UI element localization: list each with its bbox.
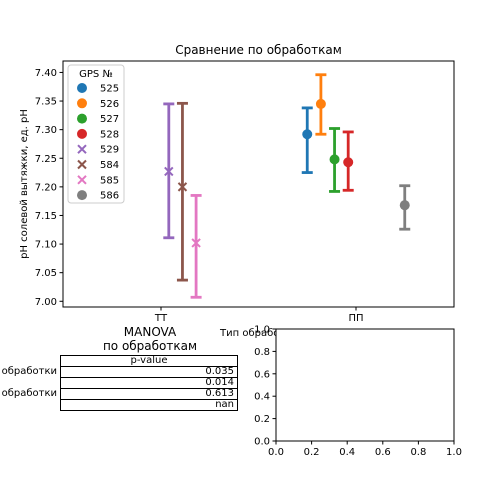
legend-entry: 526 (77, 98, 119, 110)
x-tick-label: ТТ (154, 313, 168, 324)
y-tick-label: 7.40 (35, 68, 57, 79)
mean-point (399, 200, 410, 211)
table-row: 0.014 (0, 377, 238, 389)
x-axis-label: Тип обработки (219, 328, 298, 339)
y-tick-label: 7.05 (35, 268, 57, 279)
table-row: обработки 0.035 (0, 366, 238, 378)
table-cell-value: nan (60, 399, 238, 411)
empty-y-tick-label: 1.0 (254, 325, 270, 336)
y-axis-ticks: 7.00 7.05 7.10 7.15 7.20 7.25 7.30 7.35 7.40 (35, 68, 63, 308)
table-corner-cell (0, 356, 61, 367)
errorbar-series-527 (329, 127, 341, 193)
y-tick-label: 7.35 (35, 97, 57, 108)
series-group (163, 73, 411, 299)
empty-y-tick-label: 0.8 (254, 347, 270, 358)
table-row-label: обработки (1, 388, 57, 399)
empty-y-tick-label: 0.0 (254, 437, 270, 448)
legend-label: 526 (100, 99, 119, 110)
mean-point (177, 182, 188, 192)
errorbar-series-526 (315, 73, 327, 136)
empty-y-tick-label: 0.6 (254, 369, 270, 380)
empty-x-tick-label: 1.0 (446, 447, 462, 458)
table-row: обработки 0.613 (0, 388, 238, 400)
empty-x-tick-label: 0.0 (268, 447, 284, 458)
legend-entry: 525 (77, 83, 119, 95)
y-tick-label: 7.20 (35, 182, 57, 193)
legend-title: GPS № (79, 69, 113, 80)
table-cell-value: 0.035 (60, 366, 238, 378)
errorbar-series-529 (163, 102, 175, 240)
mean-point (343, 157, 354, 168)
legend-entries: 525 526 527 528 529 584 585 586 (77, 83, 119, 202)
legend-marker (77, 98, 87, 109)
table-cell-value: 0.613 (60, 388, 238, 400)
empty-x-tick-label: 0.8 (410, 447, 426, 458)
y-tick-label: 7.10 (35, 240, 57, 251)
errorbar-series-584 (176, 101, 188, 282)
y-tick-label: 7.25 (35, 154, 57, 165)
legend: GPS № 525 526 527 528 529 584 585 586 (67, 64, 125, 204)
x-tick-label: ПП (348, 313, 363, 324)
y-tick-label: 7.00 (35, 297, 57, 308)
legend-label: 529 (100, 145, 119, 156)
errorbar-series-525 (301, 106, 313, 174)
manova-title: MANOVA по обработкам (80, 325, 220, 353)
empty-y-tick-label: 0.4 (254, 392, 270, 403)
main-chart: Сравнение по обработкам 7.00 7.05 7.10 7.15… (19, 43, 455, 324)
errorbar-series-528 (342, 130, 354, 192)
empty-y-axis-ticks: 0.0 0.2 0.4 0.6 0.8 1.0 (254, 325, 276, 448)
empty-x-tick-label: 0.6 (375, 447, 391, 458)
manova-title-line2: по обработкам (102, 339, 198, 353)
legend-entry: 527 (77, 113, 119, 125)
mean-point (329, 154, 340, 165)
legend-label: 585 (100, 175, 119, 186)
legend-marker (77, 159, 87, 170)
errorbar-series-586 (399, 184, 411, 231)
table-row-label (0, 400, 61, 411)
table-cell-value: 0.014 (60, 377, 238, 389)
errorbar-series-585 (190, 194, 202, 299)
plot-area-frame (62, 60, 455, 308)
y-tick-label: 7.30 (35, 125, 57, 136)
table-row-label (0, 378, 61, 389)
legend-marker (77, 144, 87, 154)
legend-label: 525 (100, 84, 119, 95)
table-row: nan (0, 399, 238, 411)
chart-title: Сравнение по обработкам (175, 43, 342, 57)
legend-marker (77, 113, 87, 124)
legend-entry: 586 (77, 190, 119, 202)
table-row-label: обработки (1, 366, 57, 377)
legend-entry: 528 (77, 128, 119, 140)
empty-x-tick-label: 0.4 (339, 447, 355, 458)
legend-label: 586 (100, 191, 119, 202)
legend-marker (77, 190, 87, 201)
empty-x-axis-ticks: 0.0 0.2 0.4 0.6 0.8 1.0 (268, 441, 462, 458)
y-axis-label: pH солевой вытяжки, ед. pH (19, 109, 30, 259)
legend-entry: 585 (77, 175, 119, 186)
legend-entry: 529 (77, 144, 119, 156)
mean-point (164, 166, 174, 177)
legend-label: 527 (100, 114, 119, 125)
legend-label: 528 (100, 129, 119, 140)
manova-table: p-value обработки 0.035 0.014 обработки … (0, 355, 238, 411)
empty-x-tick-label: 0.2 (304, 447, 320, 458)
legend-label: 584 (100, 160, 119, 171)
legend-marker (77, 83, 87, 93)
legend-entry: 584 (77, 159, 119, 171)
manova-title-line1: MANOVA (123, 325, 177, 339)
mean-point (302, 129, 313, 140)
legend-marker (77, 128, 87, 139)
legend-marker (77, 175, 87, 185)
mean-point (191, 238, 201, 248)
table-column-header: p-value (60, 355, 238, 367)
x-axis-ticks: ТТ ПП (154, 307, 364, 324)
empty-plot-area (275, 328, 455, 442)
mean-point (315, 98, 326, 109)
y-tick-label: 7.15 (35, 211, 57, 222)
empty-chart: 0.0 0.2 0.4 0.6 0.8 1.0 0.0 0.2 0.4 0.6 0.8 1.0 (254, 325, 462, 459)
table-header-row: p-value (0, 355, 238, 367)
empty-y-tick-label: 0.2 (254, 414, 270, 425)
